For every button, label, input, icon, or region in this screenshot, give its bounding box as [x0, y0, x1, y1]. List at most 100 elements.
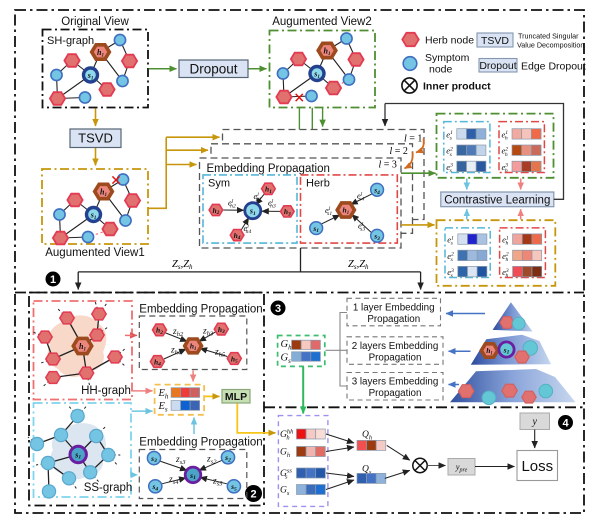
svg-text:Dropout: Dropout: [479, 60, 516, 72]
svg-text:h1: h1: [79, 342, 86, 353]
svg-text:h1: h1: [100, 187, 107, 198]
svg-text:s4: s4: [151, 482, 158, 492]
svg-text:Embedding Propagation: Embedding Propagation: [207, 163, 330, 175]
svg-text:e1s: e1 s: [447, 235, 454, 247]
svg-text:e2s: e2 s: [446, 146, 453, 158]
svg-text:h2: h2: [212, 206, 219, 216]
svg-text:h2: h2: [156, 326, 163, 336]
svg-text:Gs: Gs: [280, 486, 290, 498]
svg-text:Value Decomposition: Value Decomposition: [517, 41, 584, 50]
svg-text:s1: s1: [313, 69, 320, 80]
svg-text:e3h: e3 h: [502, 162, 509, 174]
svg-text:Edge Dropout: Edge Dropout: [521, 61, 586, 73]
svg-text:Truncated Singular: Truncated Singular: [518, 32, 579, 41]
svg-text:e2h: e2 h: [502, 251, 509, 263]
svg-text:e1h: e1 h: [502, 129, 509, 141]
svg-text:h4: h4: [234, 231, 241, 241]
svg-text:s1: s1: [312, 224, 319, 234]
svg-text:h3: h3: [284, 207, 291, 217]
svg-text:Eh: Eh: [158, 388, 169, 401]
svg-text:zh2: zh2: [172, 327, 184, 338]
svg-text:zs3: zs3: [175, 455, 186, 466]
svg-text:1 layer Embedding: 1 layer Embedding: [353, 302, 435, 313]
svg-text:zs4: zs4: [168, 475, 179, 486]
svg-text:Herb: Herb: [306, 178, 330, 190]
svg-text:HH-graph: HH-graph: [81, 385, 131, 397]
svg-text:4: 4: [562, 417, 569, 429]
svg-text:Embedding Propagation: Embedding Propagation: [139, 304, 262, 316]
svg-text:Gh: Gh: [280, 448, 290, 460]
svg-text:s1: s1: [503, 346, 510, 356]
svg-text:s2: s2: [224, 453, 231, 463]
svg-text:Propagation: Propagation: [367, 314, 420, 325]
svg-text:h5: h5: [231, 354, 238, 364]
svg-text:e1h: e1 h: [502, 235, 509, 247]
svg-text:Augumented View2: Augumented View2: [272, 16, 372, 28]
svg-text:h3: h3: [218, 325, 225, 335]
svg-text:s1: s1: [87, 71, 94, 82]
svg-text:3: 3: [275, 303, 281, 315]
svg-text:l = 1: l = 1: [404, 134, 422, 145]
svg-text:zh4: zh4: [170, 346, 182, 357]
svg-text:h1: h1: [486, 346, 493, 357]
svg-text:zs2: zs2: [206, 455, 217, 466]
svg-text:Qs: Qs: [362, 465, 372, 477]
svg-text:h1: h1: [265, 185, 272, 195]
svg-text:h4: h4: [154, 357, 161, 367]
svg-text:e3s: e3 s: [446, 162, 453, 174]
svg-text:e1s: e1 s: [446, 129, 453, 141]
svg-text:Propagation: Propagation: [369, 388, 422, 399]
svg-text:2 layers Embedding: 2 layers Embedding: [352, 341, 439, 352]
svg-text:Augumented View1: Augumented View1: [45, 247, 145, 259]
svg-text:e2s: e2 s: [447, 251, 454, 263]
svg-text:SS-graph: SS-graph: [84, 482, 133, 494]
svg-text:s3: s3: [150, 454, 157, 464]
svg-text:s5: s5: [230, 482, 237, 492]
svg-text:node: node: [429, 64, 453, 76]
svg-text:Loss: Loss: [521, 458, 553, 475]
svg-text:Gh: Gh: [281, 339, 293, 352]
svg-text:Qh: Qh: [362, 430, 372, 442]
svg-text:zs5: zs5: [212, 477, 223, 488]
svg-text:s1: s1: [189, 471, 196, 481]
svg-text:1: 1: [50, 274, 56, 286]
svg-text:e2h: e2 h: [502, 146, 509, 158]
svg-text:e3h: e3 h: [502, 267, 509, 279]
svg-text:TSVD: TSVD: [78, 131, 113, 146]
svg-text:Zs,Zh: Zs,Zh: [348, 259, 369, 271]
svg-text:l = 3: l = 3: [379, 160, 397, 171]
svg-text:Symptom: Symptom: [425, 52, 470, 64]
svg-text:SH-graph: SH-graph: [47, 35, 94, 47]
svg-text:Original View: Original View: [61, 16, 129, 28]
svg-text:l = 2: l = 2: [390, 146, 408, 157]
svg-text:MLP: MLP: [225, 391, 247, 403]
svg-text:h1: h1: [97, 48, 104, 59]
svg-text:h1: h1: [190, 342, 197, 353]
svg-text:Contrastive Learning: Contrastive Learning: [444, 194, 550, 206]
svg-text:e3s: e3 s: [447, 267, 454, 279]
svg-text:Sym: Sym: [208, 178, 230, 190]
svg-text:h1: h1: [324, 46, 331, 57]
svg-text:zh5: zh5: [214, 348, 226, 359]
svg-text:s3: s3: [373, 232, 380, 242]
svg-text:h1: h1: [343, 206, 350, 217]
svg-text:Embedding Propagation: Embedding Propagation: [139, 437, 262, 449]
svg-text:Es: Es: [158, 401, 168, 414]
svg-text:Inner product: Inner product: [423, 81, 491, 93]
svg-text:Zs,Zh: Zs,Zh: [172, 259, 193, 271]
svg-text:s1: s1: [74, 451, 81, 461]
svg-text:zh3: zh3: [202, 327, 214, 338]
svg-text:2: 2: [250, 488, 256, 500]
svg-text:3 layers Embedding: 3 layers Embedding: [352, 377, 439, 388]
svg-text:y: y: [531, 417, 537, 428]
svg-text:Herb node: Herb node: [425, 35, 474, 47]
